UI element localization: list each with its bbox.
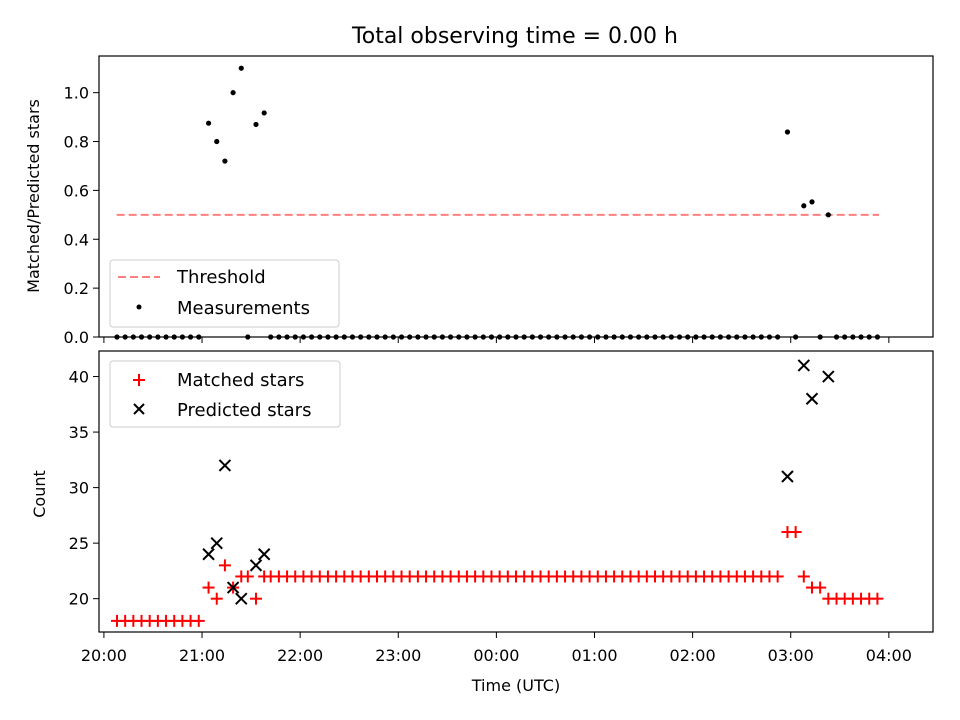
- matched-star-point-12: [210, 592, 223, 605]
- bottom-axes-frame: [98, 350, 934, 633]
- legend-threshold-label: Threshold: [176, 267, 266, 288]
- bottom-xlabel: Time (UTC): [471, 676, 560, 695]
- top-legend-box: [109, 259, 340, 328]
- matched-star-point-86: [814, 581, 827, 594]
- top-legend: Threshold Measurements: [109, 259, 340, 328]
- bottom-y-tick-label-3: 35: [69, 423, 89, 442]
- bottom-x-tick-label-0: 20:00: [81, 646, 127, 665]
- predicted-star-point-0: [202, 548, 215, 561]
- bottom-x-tick-label-6: 02:00: [670, 646, 716, 665]
- bottom-legend: Matched stars Predicted stars: [109, 360, 341, 428]
- legend-predicted-swatch: [133, 403, 145, 415]
- measurement-point-87: [825, 212, 831, 218]
- matched-star-point-11: [202, 581, 215, 594]
- top-y-tick-label-3: 0.6: [64, 181, 89, 200]
- bottom-y-tick-label-1: 25: [69, 534, 89, 553]
- predicted-star-point-1: [210, 536, 223, 550]
- predicted-star-point-7: [781, 470, 794, 483]
- bottom-x-ticks: 20:00 21:00 22:00 23:00 00:00 01:00 02:00 03:00…: [81, 632, 912, 665]
- predicted-star-point-10: [822, 370, 835, 383]
- legend-matched-swatch: [133, 374, 145, 386]
- matched-star-point-17: [249, 592, 262, 605]
- matched-star-point-81: [771, 570, 784, 583]
- predicted-star-point-6: [257, 548, 271, 561]
- legend-measurements-label: Measurements: [177, 298, 310, 319]
- top-y-tick-label-0: 0.0: [64, 328, 89, 347]
- measurement-point-84: [801, 203, 807, 209]
- matched-star-point-10: [192, 614, 205, 627]
- bottom-x-tick-label-2: 22:00: [277, 646, 323, 665]
- top-y-tick-label-1: 0.2: [64, 279, 89, 298]
- legend-measurements-swatch: [136, 304, 142, 310]
- top-y-tick-label-4: 0.8: [64, 133, 89, 152]
- predicted-stars-points: [202, 359, 835, 605]
- measurement-point-11: [205, 120, 212, 126]
- matched-star-point-83: [789, 526, 802, 539]
- top-y-tick-label-2: 0.4: [64, 230, 89, 249]
- legend-matched-label: Matched stars: [177, 370, 304, 391]
- bottom-y-tick-label-2: 30: [69, 479, 89, 498]
- bottom-x-tick-label-4: 00:00: [473, 646, 519, 665]
- measurement-point-82: [784, 129, 791, 135]
- measurement-points: [114, 65, 881, 340]
- legend-predicted-label: Predicted stars: [177, 400, 311, 421]
- top-y-tick-label-5: 1.0: [64, 84, 89, 103]
- bottom-y-tick-label-4: 40: [69, 368, 89, 387]
- matched-star-point-84: [797, 570, 810, 583]
- bottom-x-tick-label-5: 01:00: [571, 646, 617, 665]
- predicted-star-point-3: [226, 581, 240, 594]
- measurement-point-15: [238, 65, 244, 71]
- bottom-y-tick-label-0: 20: [69, 590, 89, 609]
- measurement-point-12: [214, 138, 220, 145]
- top-panel: Matched/Predicted stars 0.0 0.2 0.4 0.6 0.8 1…: [24, 55, 934, 347]
- bottom-x-tick-label-7: 03:00: [768, 646, 814, 665]
- top-axes-frame: [98, 55, 934, 338]
- bottom-panel: Count 20 25 30 35 40 20:00 21:00 22:00 23:00 00:…: [30, 350, 934, 695]
- bottom-y-ticks: 20 25 30 35 40: [69, 368, 99, 609]
- measurement-point-17: [253, 121, 259, 128]
- matched-star-point-93: [871, 592, 884, 605]
- measurement-point-13: [222, 158, 228, 164]
- matched-stars-points: [110, 526, 884, 627]
- predicted-star-point-2: [218, 459, 232, 472]
- bottom-x-tick-label-3: 23:00: [375, 646, 421, 665]
- figure-title: Total observing time = 0.00 h: [351, 24, 678, 49]
- matched-star-point-13: [218, 559, 231, 572]
- predicted-star-point-5: [249, 559, 263, 572]
- top-y-ticks: 0.0 0.2 0.4 0.6 0.8 1.0: [64, 84, 99, 347]
- matched-star-point-16: [241, 570, 254, 583]
- top-x-tick-marks: [103, 337, 890, 343]
- measurement-point-85: [809, 199, 815, 205]
- predicted-star-point-8: [797, 359, 811, 372]
- bottom-x-tick-label-8: 04:00: [866, 646, 912, 665]
- predicted-star-point-4: [235, 592, 248, 605]
- top-ylabel: Matched/Predicted stars: [24, 99, 43, 293]
- bottom-ylabel: Count: [30, 470, 49, 518]
- measurement-point-18: [261, 110, 267, 116]
- predicted-star-point-9: [805, 392, 819, 405]
- bottom-legend-box: [109, 360, 341, 428]
- measurement-point-14: [230, 90, 236, 96]
- bottom-x-tick-label-1: 21:00: [179, 646, 225, 665]
